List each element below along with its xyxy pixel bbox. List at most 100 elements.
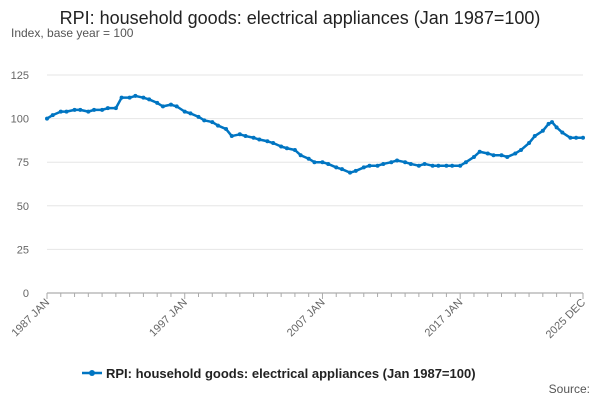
data-point[interactable] <box>147 97 152 102</box>
data-point[interactable] <box>196 114 201 119</box>
data-point[interactable] <box>416 163 421 168</box>
chart-subtitle: Index, base year = 100 <box>11 26 134 40</box>
data-point[interactable] <box>381 161 386 166</box>
y-tick-label: 25 <box>17 244 29 256</box>
x-tick-label: 2007 JAN <box>285 297 328 340</box>
data-point[interactable] <box>550 120 555 125</box>
y-tick-label: 75 <box>17 157 29 169</box>
data-point[interactable] <box>463 160 468 165</box>
x-tick-label: 2017 JAN <box>423 297 466 340</box>
data-point[interactable] <box>155 100 160 105</box>
data-point[interactable] <box>202 118 207 123</box>
data-point[interactable] <box>546 121 551 126</box>
source-label: Source: <box>549 382 590 396</box>
data-point[interactable] <box>105 106 110 111</box>
data-point[interactable] <box>395 158 400 163</box>
data-point[interactable] <box>271 141 276 146</box>
data-point[interactable] <box>574 135 579 140</box>
data-point[interactable] <box>348 170 353 175</box>
data-point[interactable] <box>64 109 69 114</box>
data-point[interactable] <box>450 163 455 168</box>
data-point[interactable] <box>92 107 97 112</box>
y-axis: 0 25 50 75 100 125 <box>11 70 29 300</box>
data-point[interactable] <box>554 125 559 130</box>
x-tick-label: 2025 DEC <box>544 297 588 341</box>
data-point[interactable] <box>568 135 573 140</box>
data-point[interactable] <box>306 156 311 161</box>
y-tick-label: 125 <box>11 70 29 82</box>
y-tick-label: 50 <box>17 201 29 213</box>
y-tick-label: 100 <box>11 114 29 126</box>
data-point[interactable] <box>50 113 55 118</box>
data-point[interactable] <box>422 161 427 166</box>
x-axis: 1987 JAN 1997 JAN 2007 JAN 2017 JAN 2025 DEC <box>9 292 588 341</box>
data-point[interactable] <box>471 154 476 159</box>
data-point[interactable] <box>499 153 504 158</box>
data-point[interactable] <box>100 107 105 112</box>
legend-swatch-marker <box>89 370 95 376</box>
data-point[interactable] <box>257 137 262 142</box>
data-point[interactable] <box>279 144 284 149</box>
x-tick-label: 1987 JAN <box>9 297 52 340</box>
data-point[interactable] <box>367 163 372 168</box>
data-point[interactable] <box>188 111 193 116</box>
data-point[interactable] <box>251 135 256 140</box>
data-point[interactable] <box>182 109 187 114</box>
data-point[interactable] <box>320 160 325 165</box>
data-point[interactable] <box>353 168 358 173</box>
data-point[interactable] <box>58 109 63 114</box>
data-point[interactable] <box>560 130 565 135</box>
data-point[interactable] <box>458 163 463 168</box>
data-point[interactable] <box>113 106 118 111</box>
data-point[interactable] <box>174 104 179 109</box>
data-point[interactable] <box>477 149 482 154</box>
data-point[interactable] <box>72 107 77 112</box>
data-point[interactable] <box>312 160 317 165</box>
data-point[interactable] <box>491 153 496 158</box>
legend-label: RPI: household goods: electrical applian… <box>106 366 476 381</box>
data-point[interactable] <box>86 109 91 114</box>
data-point[interactable] <box>485 151 490 156</box>
data-point[interactable] <box>284 146 289 151</box>
data-point[interactable] <box>160 104 165 109</box>
data-point[interactable] <box>45 116 49 121</box>
data-point[interactable] <box>78 107 83 112</box>
data-point[interactable] <box>403 160 408 165</box>
data-point[interactable] <box>532 134 537 139</box>
data-point[interactable] <box>141 95 146 100</box>
data-point[interactable] <box>527 141 532 146</box>
data-point[interactable] <box>389 160 394 165</box>
data-point[interactable] <box>292 147 297 152</box>
data-point[interactable] <box>119 95 124 100</box>
data-point[interactable] <box>237 132 242 137</box>
data-point[interactable] <box>210 120 215 125</box>
data-point[interactable] <box>513 151 518 156</box>
data-point[interactable] <box>243 134 248 139</box>
data-point[interactable] <box>229 134 234 139</box>
data-point[interactable] <box>375 163 380 168</box>
data-point[interactable] <box>505 154 510 159</box>
data-point[interactable] <box>581 135 585 140</box>
data-point[interactable] <box>168 102 173 107</box>
data-point[interactable] <box>127 95 132 100</box>
x-tick-label: 1997 JAN <box>147 297 190 340</box>
data-point[interactable] <box>430 163 435 168</box>
data-point[interactable] <box>444 163 449 168</box>
data-point[interactable] <box>224 127 229 132</box>
data-point[interactable] <box>298 153 303 158</box>
legend[interactable]: RPI: household goods: electrical applian… <box>82 366 476 381</box>
data-point[interactable] <box>326 161 331 166</box>
data-point[interactable] <box>436 163 441 168</box>
data-point[interactable] <box>408 161 413 166</box>
data-point[interactable] <box>334 165 339 170</box>
data-point[interactable] <box>540 128 545 133</box>
data-point[interactable] <box>133 93 138 98</box>
data-point[interactable] <box>265 139 270 144</box>
data-point[interactable] <box>339 167 344 172</box>
data-point[interactable] <box>519 147 524 152</box>
y-tick-label: 0 <box>23 288 29 300</box>
data-point[interactable] <box>216 123 221 128</box>
grid <box>47 74 583 294</box>
data-point[interactable] <box>361 165 366 170</box>
